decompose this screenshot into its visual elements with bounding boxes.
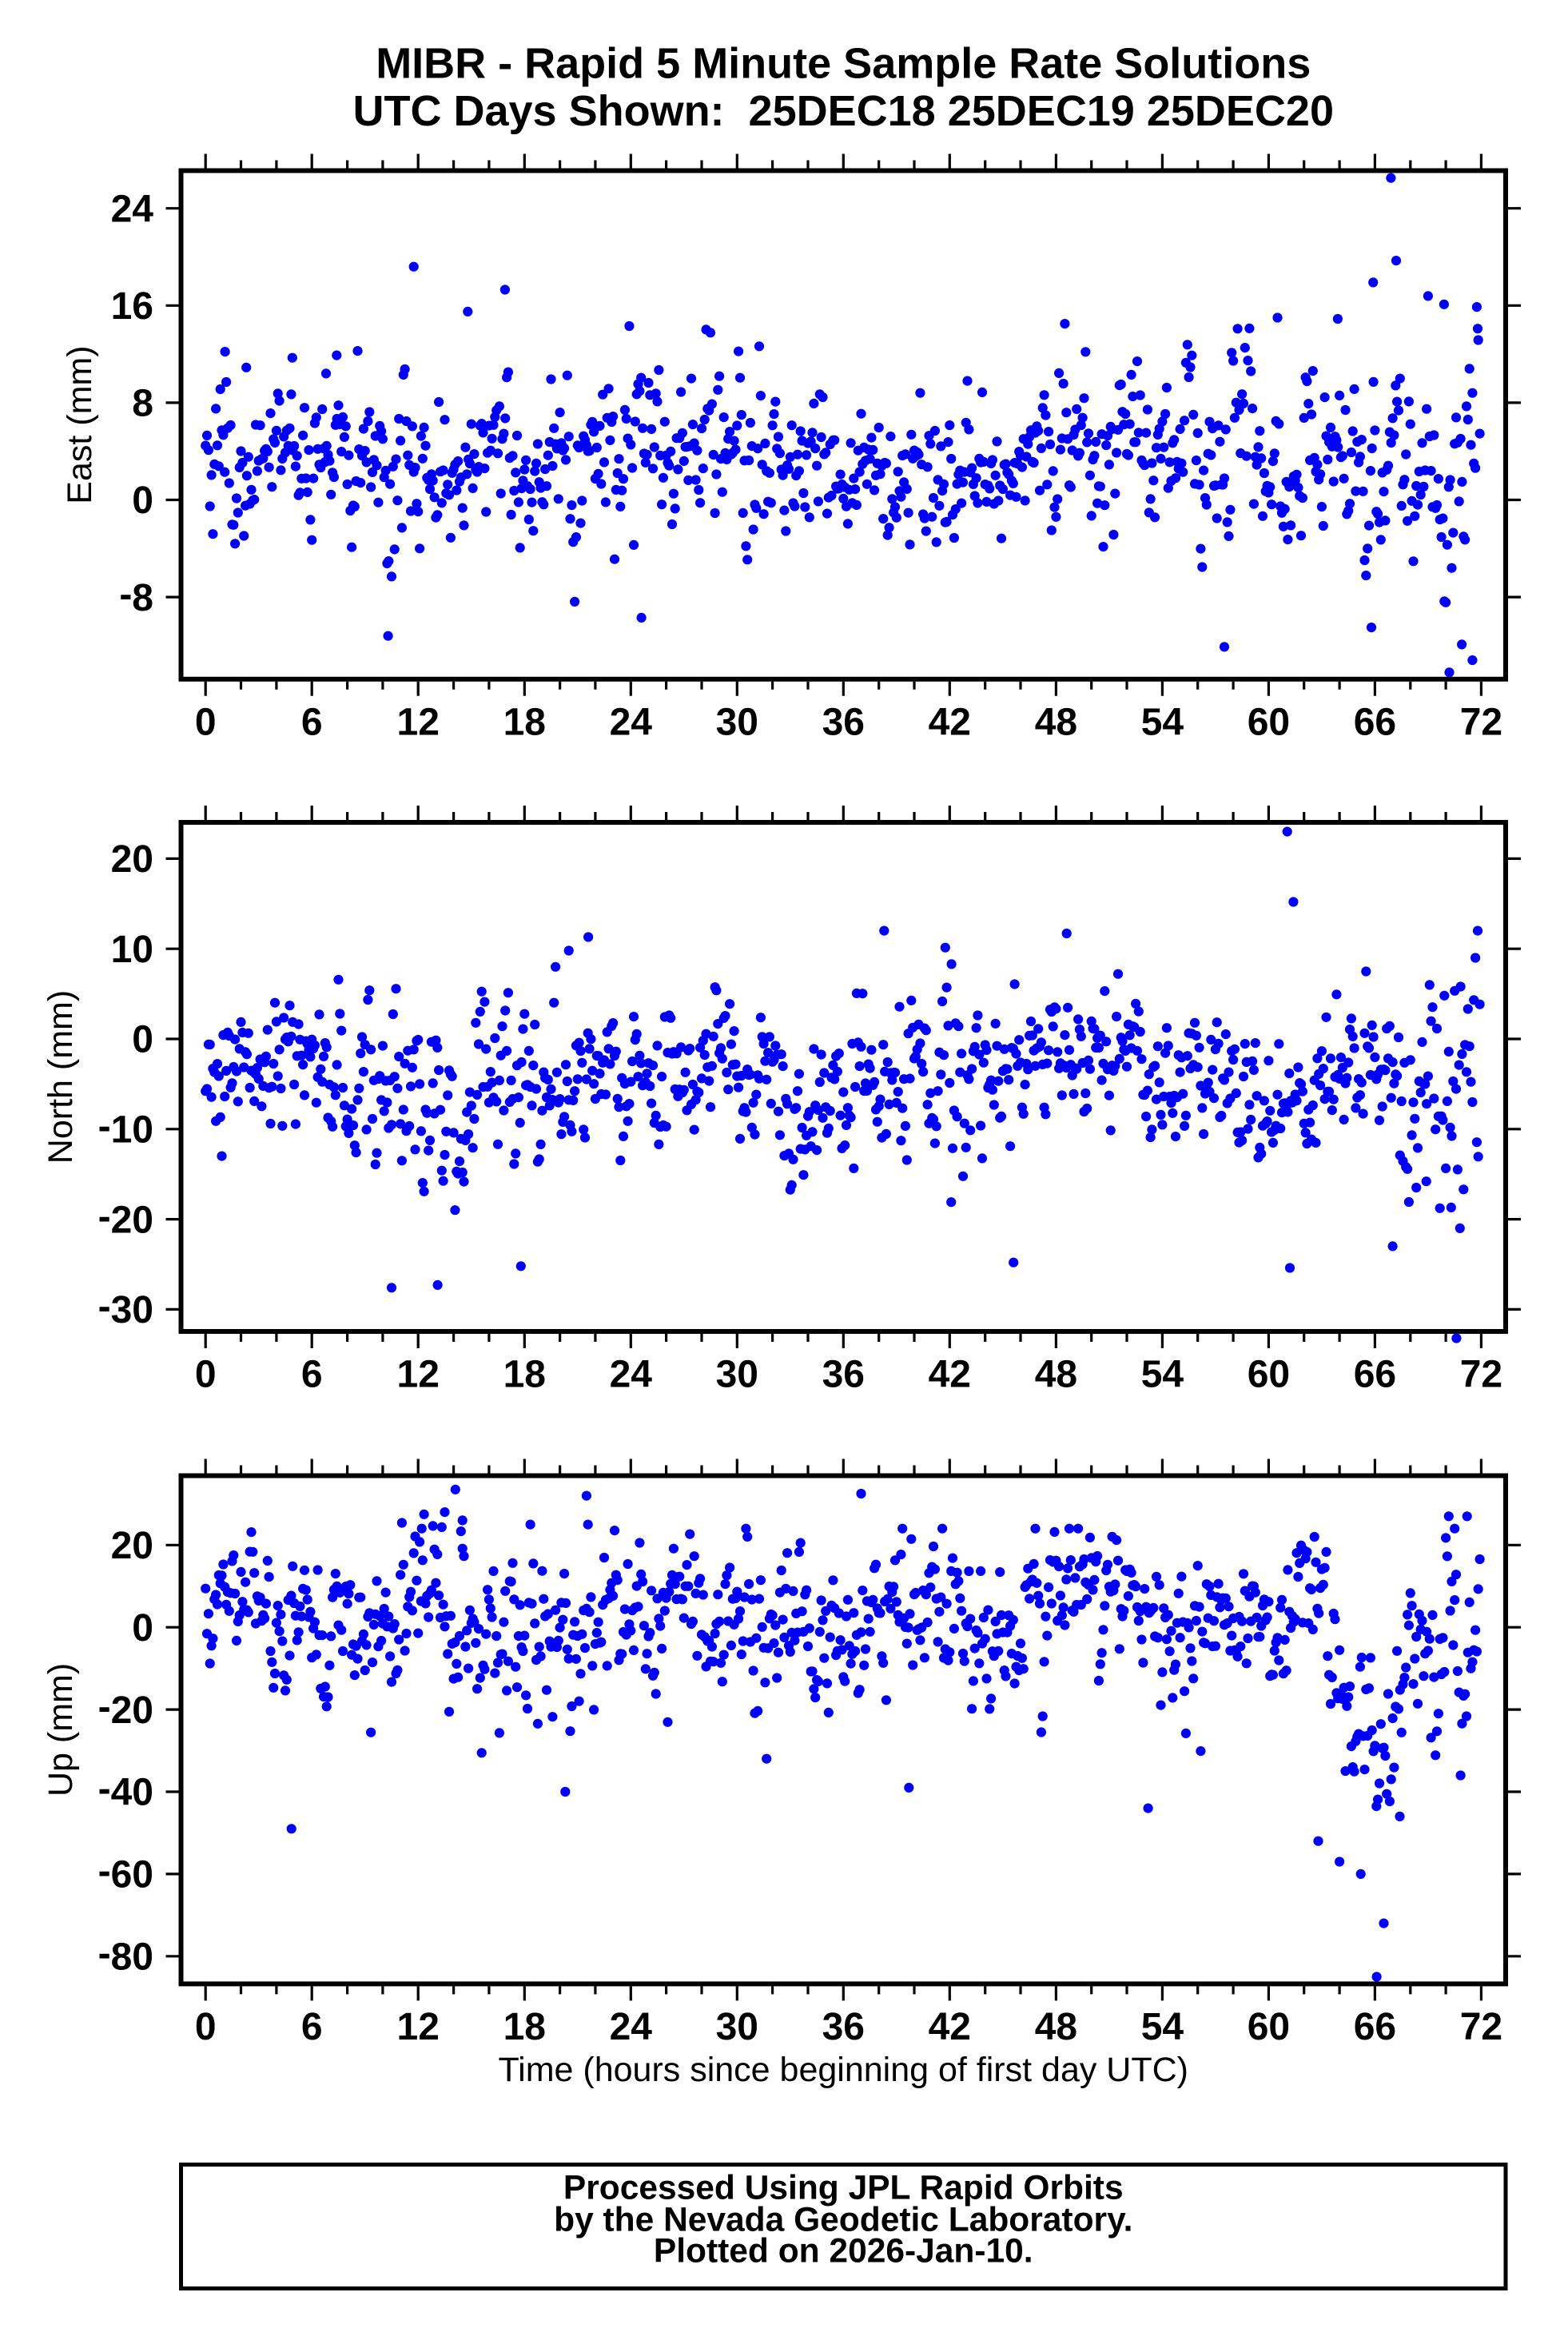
svg-text:36: 36 bbox=[822, 701, 865, 743]
svg-text:0: 0 bbox=[195, 1354, 217, 1396]
svg-text:60: 60 bbox=[1248, 1354, 1290, 1396]
svg-text:12: 12 bbox=[397, 701, 440, 743]
svg-text:Time (hours since beginning of: Time (hours since beginning of first day… bbox=[498, 2051, 1188, 2089]
svg-text:-20: -20 bbox=[98, 1685, 153, 1732]
svg-text:42: 42 bbox=[929, 2006, 971, 2048]
svg-text:54: 54 bbox=[1141, 1354, 1184, 1396]
svg-text:24: 24 bbox=[610, 701, 653, 743]
svg-text:8: 8 bbox=[132, 383, 153, 425]
svg-text:12: 12 bbox=[397, 1354, 440, 1396]
svg-text:42: 42 bbox=[929, 701, 971, 743]
svg-text:Processed Using JPL Rapid Orbi: Processed Using JPL Rapid Orbits bbox=[563, 2170, 1124, 2207]
svg-text:12: 12 bbox=[397, 2006, 440, 2048]
svg-text:60: 60 bbox=[1248, 701, 1290, 743]
svg-text:54: 54 bbox=[1141, 2006, 1184, 2048]
svg-text:UTC Days Shown: 25DEC18 25DEC: UTC Days Shown: 25DEC18 25DEC19 25DEC20 bbox=[353, 87, 1334, 135]
svg-text:0: 0 bbox=[132, 480, 153, 522]
svg-text:72: 72 bbox=[1460, 2006, 1502, 2048]
svg-text:0: 0 bbox=[132, 1019, 153, 1061]
svg-text:0: 0 bbox=[132, 1607, 153, 1650]
svg-text:24: 24 bbox=[610, 1354, 653, 1396]
svg-text:54: 54 bbox=[1141, 701, 1184, 743]
svg-text:72: 72 bbox=[1460, 1354, 1502, 1396]
svg-text:36: 36 bbox=[822, 1354, 865, 1396]
svg-text:-40: -40 bbox=[98, 1768, 153, 1814]
svg-text:18: 18 bbox=[503, 701, 546, 743]
svg-text:-20: -20 bbox=[98, 1196, 153, 1242]
svg-text:6: 6 bbox=[301, 701, 323, 743]
svg-text:-8: -8 bbox=[119, 573, 153, 619]
svg-text:36: 36 bbox=[822, 2006, 865, 2048]
svg-text:North (mm): North (mm) bbox=[42, 990, 80, 1164]
svg-text:42: 42 bbox=[929, 1354, 971, 1396]
svg-text:30: 30 bbox=[716, 1354, 758, 1396]
svg-text:48: 48 bbox=[1035, 701, 1077, 743]
svg-text:-30: -30 bbox=[98, 1286, 153, 1332]
svg-text:20: 20 bbox=[111, 838, 153, 881]
svg-text:24: 24 bbox=[610, 2006, 653, 2048]
svg-text:Up (mm): Up (mm) bbox=[42, 1663, 80, 1797]
svg-text:66: 66 bbox=[1354, 1354, 1396, 1396]
svg-text:66: 66 bbox=[1354, 701, 1396, 743]
svg-text:East (mm): East (mm) bbox=[61, 345, 99, 503]
svg-text:6: 6 bbox=[301, 1354, 323, 1396]
svg-text:MIBR - Rapid 5 Minute Sample R: MIBR - Rapid 5 Minute Sample Rate Soluti… bbox=[376, 40, 1311, 88]
svg-text:20: 20 bbox=[111, 1525, 153, 1567]
svg-text:48: 48 bbox=[1035, 1354, 1077, 1396]
svg-text:48: 48 bbox=[1035, 2006, 1077, 2048]
svg-text:10: 10 bbox=[111, 929, 153, 971]
svg-text:24: 24 bbox=[111, 188, 154, 230]
svg-text:0: 0 bbox=[195, 701, 217, 743]
svg-text:60: 60 bbox=[1248, 2006, 1290, 2048]
svg-text:72: 72 bbox=[1460, 701, 1502, 743]
svg-text:30: 30 bbox=[716, 2006, 758, 2048]
svg-text:66: 66 bbox=[1354, 2006, 1396, 2048]
svg-text:Plotted on 2026-Jan-10.: Plotted on 2026-Jan-10. bbox=[654, 2232, 1033, 2270]
svg-text:18: 18 bbox=[503, 1354, 546, 1396]
svg-text:-10: -10 bbox=[98, 1105, 153, 1152]
svg-text:by the Nevada Geodetic Laborat: by the Nevada Geodetic Laboratory. bbox=[554, 2202, 1132, 2239]
svg-text:-80: -80 bbox=[98, 1932, 153, 1979]
svg-text:16: 16 bbox=[111, 285, 153, 328]
svg-text:0: 0 bbox=[195, 2006, 217, 2048]
svg-text:30: 30 bbox=[716, 701, 758, 743]
svg-text:-60: -60 bbox=[98, 1850, 153, 1896]
svg-text:6: 6 bbox=[301, 2006, 323, 2048]
svg-text:18: 18 bbox=[503, 2006, 546, 2048]
